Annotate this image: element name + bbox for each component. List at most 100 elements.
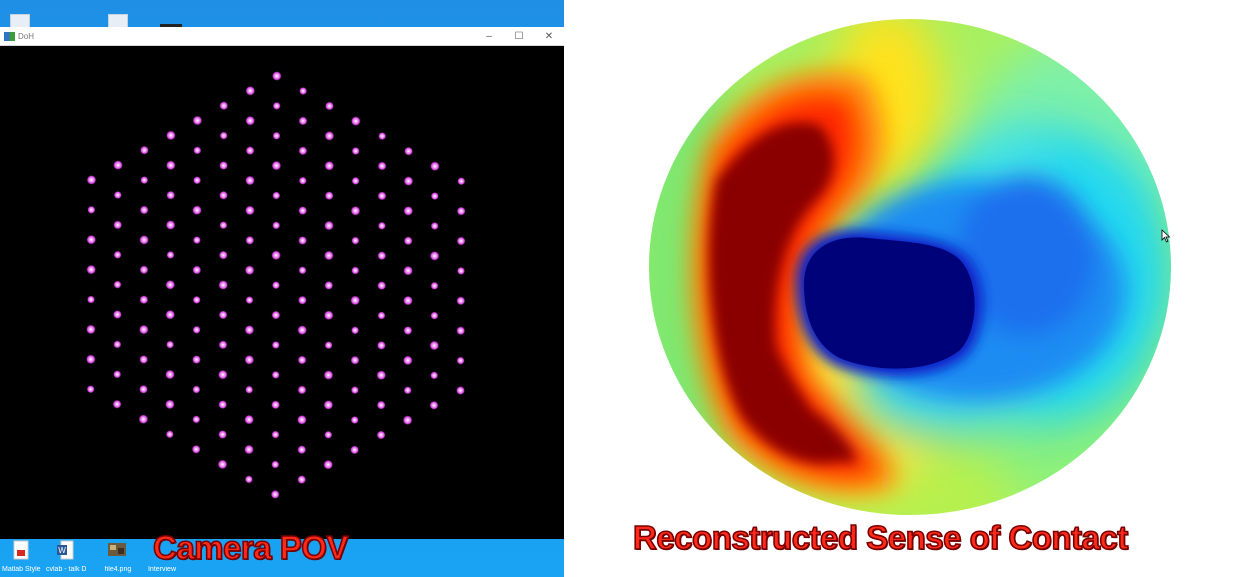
- mouse-cursor-icon: [1161, 229, 1171, 243]
- marker-dot: [378, 132, 387, 141]
- marker-dot: [139, 295, 149, 305]
- marker-dot: [244, 444, 254, 455]
- marker-dot: [324, 281, 334, 290]
- marker-dot: [298, 236, 307, 245]
- marker-dot: [298, 146, 308, 156]
- marker-dot: [193, 146, 202, 155]
- file-label: Matlab Style Guidelines: [2, 566, 42, 573]
- marker-dot: [86, 234, 97, 245]
- maximize-button[interactable]: ☐: [514, 30, 524, 42]
- marker-dot: [324, 161, 335, 171]
- marker-dot: [350, 445, 359, 455]
- window-title: DoH: [18, 31, 35, 41]
- camera-feed: [0, 46, 564, 539]
- marker-dot: [270, 490, 280, 499]
- desktop-file-other[interactable]: Interview: [142, 539, 180, 577]
- marker-dot: [324, 341, 333, 350]
- marker-dot: [271, 400, 280, 410]
- desktop-file-word[interactable]: W cvlab - talk Discuss: [46, 539, 86, 577]
- marker-dot: [219, 190, 228, 200]
- marker-dot: [377, 161, 387, 171]
- marker-dot: [245, 296, 254, 305]
- marker-dot: [140, 145, 149, 155]
- marker-dot: [403, 206, 414, 216]
- marker-dot: [324, 191, 334, 201]
- marker-dot: [402, 415, 413, 426]
- marker-dot: [272, 191, 281, 200]
- marker-dot: [113, 191, 122, 199]
- marker-dot: [298, 266, 307, 275]
- marker-dot: [271, 341, 280, 349]
- marker-dot: [113, 220, 123, 230]
- marker-dot: [456, 326, 466, 336]
- marker-dot: [403, 295, 413, 306]
- marker-dot: [219, 221, 228, 230]
- marker-dot: [165, 369, 175, 380]
- file-label: file4.png: [104, 566, 132, 573]
- marker-dot: [113, 370, 122, 379]
- reconstructed-contact-caption: Reconstructed Sense of Contact: [632, 518, 1129, 557]
- marker-dot: [456, 206, 466, 216]
- marker-dot: [430, 222, 439, 230]
- marker-dot: [271, 160, 282, 171]
- marker-dot: [244, 414, 254, 425]
- marker-dot: [112, 399, 122, 409]
- marker-dot: [272, 71, 282, 81]
- marker-dot: [219, 161, 229, 170]
- marker-dot: [86, 264, 96, 275]
- marker-dot: [377, 311, 386, 320]
- marker-dot: [403, 265, 413, 276]
- marker-dot: [351, 266, 360, 275]
- desktop-file-pdf[interactable]: Matlab Style Guidelines: [2, 539, 42, 577]
- marker-dot: [457, 177, 466, 186]
- marker-dot: [113, 310, 122, 319]
- marker-dot: [298, 116, 308, 126]
- marker-dot: [218, 310, 228, 320]
- marker-dot: [350, 355, 360, 365]
- marker-dot: [297, 325, 308, 335]
- window-titlebar[interactable]: DoH – ☐ ✕: [0, 27, 564, 46]
- word-icon: W: [57, 540, 74, 560]
- marker-dot: [87, 205, 96, 214]
- desktop-file-row: Matlab Style Guidelines W cvlab - talk D…: [0, 539, 564, 577]
- marker-dot: [191, 444, 201, 454]
- marker-dot: [218, 250, 228, 260]
- marker-dot: [376, 430, 386, 440]
- marker-dot: [351, 116, 361, 126]
- marker-dot: [192, 355, 201, 364]
- close-button[interactable]: ✕: [544, 30, 554, 42]
- marker-dot: [456, 356, 465, 365]
- file-label: Interview: [147, 566, 176, 573]
- marker-dot: [140, 176, 149, 185]
- marker-dot: [429, 400, 439, 410]
- marker-dot: [113, 160, 123, 170]
- marker-dot: [351, 147, 360, 155]
- marker-dot: [403, 176, 414, 186]
- marker-dot: [139, 205, 149, 215]
- marker-dot: [166, 160, 176, 171]
- marker-dot: [271, 250, 281, 261]
- desktop-file-image[interactable]: file4.png: [98, 539, 136, 577]
- marker-dot: [165, 309, 175, 320]
- marker-dot: [297, 445, 307, 455]
- marker-dot: [166, 130, 176, 141]
- marker-dot: [456, 296, 466, 306]
- minimize-button[interactable]: –: [486, 30, 492, 42]
- marker-dot: [139, 324, 149, 335]
- marker-dot: [272, 131, 281, 140]
- marker-dot: [165, 430, 174, 439]
- svg-text:W: W: [58, 546, 66, 555]
- marker-dot: [218, 430, 228, 439]
- marker-dot: [271, 460, 280, 469]
- marker-dot: [297, 355, 307, 365]
- marker-dot: [192, 265, 202, 275]
- marker-dot: [165, 399, 175, 410]
- pdf-icon: [13, 540, 29, 560]
- marker-dot: [244, 355, 255, 365]
- marker-dot: [271, 310, 281, 320]
- marker-dot: [350, 206, 361, 216]
- marker-dot: [192, 236, 201, 245]
- marker-dot: [430, 281, 439, 290]
- marker-dot: [430, 311, 439, 320]
- marker-dot: [166, 250, 175, 259]
